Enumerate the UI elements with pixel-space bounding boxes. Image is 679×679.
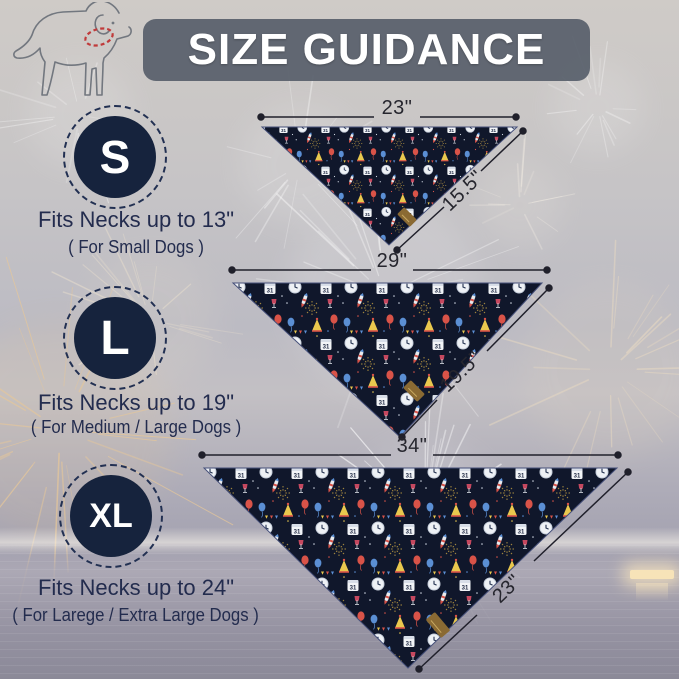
bandana-xl [202,467,619,669]
shore-lights-reflection [636,583,668,601]
top-width-label-s: 23" [381,97,413,119]
top-width-label-l: 29" [376,250,408,272]
size-letter-s: S [74,116,156,198]
size-letter-xl: XL [70,475,152,557]
brand-tag [403,380,425,402]
audience-text-s: ( For Small Dogs ) [68,237,204,257]
title-banner: SIZE GUIDANCE [143,19,590,81]
fits-text-xl: Fits Necks up to 24" [37,575,235,600]
size-letter-l: L [74,297,156,379]
fits-text-l: Fits Necks up to 19" [37,390,235,415]
bandana-l [231,282,544,438]
size-badge-xl: XL [59,464,163,568]
audience-text-xl: ( For Larege / Extra Large Dogs ) [12,605,260,625]
dog-outline-icon [13,2,132,96]
collar-dashed-icon [84,27,114,47]
page-title: SIZE GUIDANCE [187,25,546,74]
audience-text-l: ( For Medium / Large Dogs ) [30,417,242,437]
shore-lights [630,570,674,579]
size-badge-s: S [63,105,167,209]
fits-text-s: Fits Necks up to 13" [37,207,235,232]
top-width-label-xl: 34" [396,435,428,457]
size-badge-l: L [63,286,167,390]
